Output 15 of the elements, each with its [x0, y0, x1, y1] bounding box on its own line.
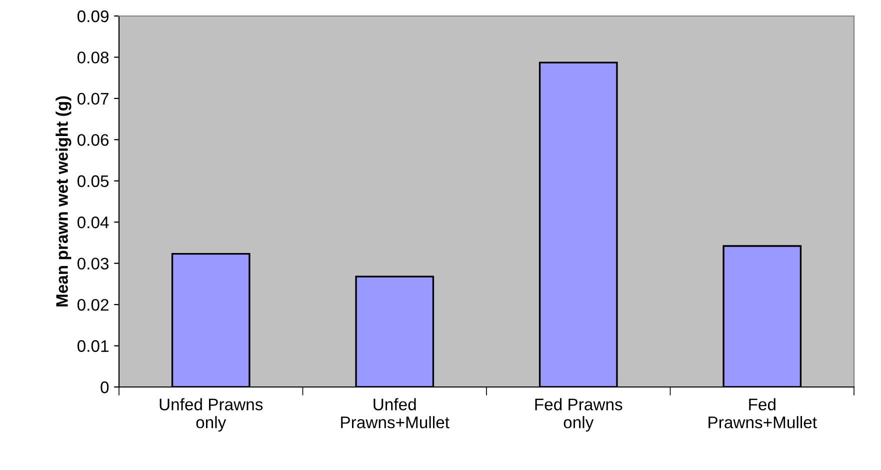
y-tick-label: 0.01 — [77, 340, 108, 352]
y-tick-label: 0.04 — [77, 216, 109, 228]
y-tick-label: 0 — [100, 381, 109, 394]
y-tick-label: 0.05 — [77, 175, 109, 188]
y-tick-label: 0.07 — [77, 92, 108, 105]
x-tick-label: Fed Prawns+Mullet — [708, 398, 817, 428]
y-tick-label: 0.09 — [77, 10, 108, 22]
x-tick-label: Unfed Prawns only — [160, 398, 263, 432]
y-tick-label: 0.06 — [77, 134, 109, 146]
x-tick-label: Unfed Prawns+Mullet — [341, 398, 450, 428]
y-tick-label: 0.03 — [77, 258, 109, 270]
y-tick-label: 0.08 — [77, 52, 109, 64]
y-tick-label: 0.02 — [77, 298, 108, 311]
y-axis-title: Mean prawn wet weight (g) — [56, 96, 72, 306]
x-tick-label: Fed Prawns only — [535, 398, 622, 432]
